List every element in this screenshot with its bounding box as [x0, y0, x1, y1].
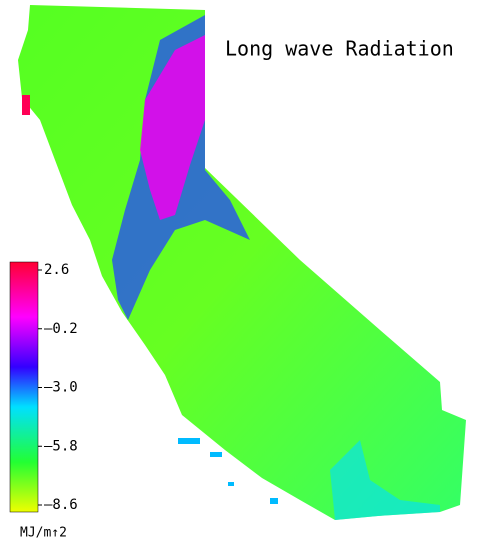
tick-label: 2.6	[44, 262, 69, 278]
california-land	[18, 5, 466, 520]
map-title: Long wave Radiation	[225, 37, 454, 61]
tick-label: –3.0	[44, 380, 78, 396]
sierra-peaks	[140, 35, 205, 220]
tick-label: –0.2	[44, 321, 78, 337]
colorbar-unit: MJ/m↑2	[20, 526, 67, 541]
coastal-cyan	[330, 440, 440, 520]
colorbar-ticks: 2.6 –0.2 –3.0 –5.8 –8.6	[38, 262, 78, 513]
islands	[178, 438, 278, 504]
coast-patch	[22, 95, 30, 115]
tick-label: –8.6	[44, 497, 78, 513]
colorbar	[9, 261, 39, 513]
tick-label: –5.8	[44, 438, 78, 454]
